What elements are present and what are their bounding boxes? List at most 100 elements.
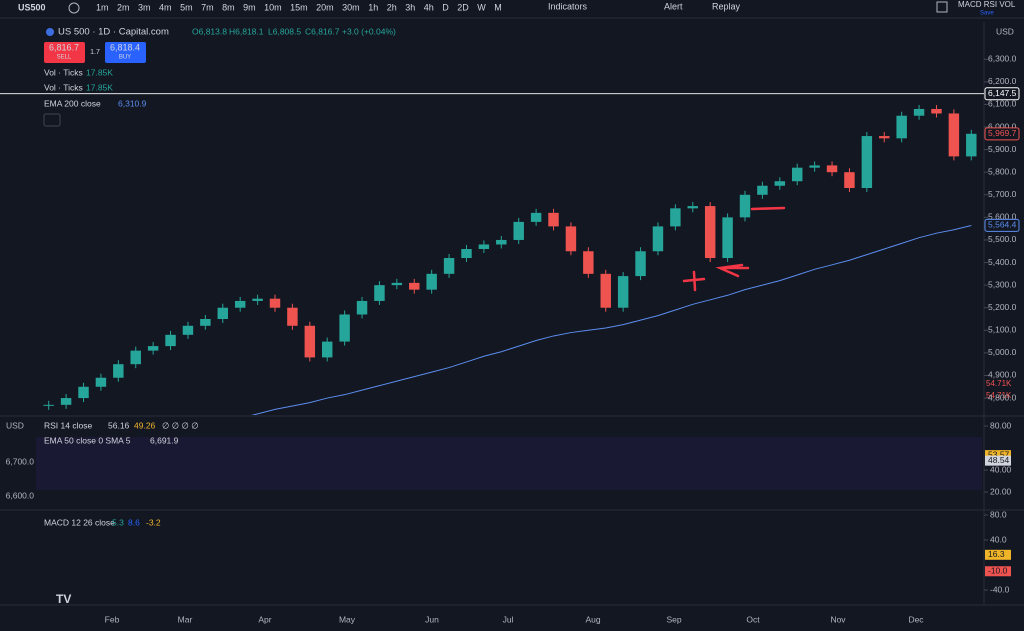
price-tag — [984, 218, 1020, 232]
y-tick-label: 80.0 — [990, 509, 1007, 519]
toolbar — [0, 0, 1024, 18]
flag-icon — [46, 28, 54, 36]
y-tick-label: 5,900.0 — [988, 144, 1017, 154]
interval[interactable]: 10m — [264, 2, 282, 12]
candle — [322, 341, 333, 358]
macd-value: 5.3 — [112, 517, 124, 527]
price-tag-label: 5,969.7 — [988, 128, 1017, 138]
interval[interactable]: 1m — [96, 2, 109, 12]
candle — [809, 165, 820, 168]
interval[interactable]: 3h — [405, 2, 415, 12]
y-tick-label: 5,700.0 — [988, 189, 1017, 199]
y-tick-label: 6,100.0 — [988, 99, 1017, 109]
candle — [600, 273, 611, 308]
candle — [78, 386, 89, 399]
interval[interactable]: 4h — [424, 2, 434, 12]
y-tick-label: 5,800.0 — [988, 166, 1017, 176]
y-tick-label: 40.00 — [990, 464, 1012, 474]
candle — [704, 206, 716, 259]
sell-price[interactable]: 6,816.7 — [49, 42, 79, 52]
sell-button[interactable] — [44, 42, 85, 63]
interval[interactable]: 5m — [180, 2, 193, 12]
candle — [652, 226, 664, 252]
price-tag — [984, 87, 1020, 101]
macd-value: 8.6 — [128, 517, 140, 527]
interval[interactable]: 8m — [222, 2, 235, 12]
y-tick-label: 80.00 — [990, 420, 1012, 430]
rsi-value: 49.26 — [134, 420, 156, 430]
candle — [565, 226, 577, 252]
candle — [165, 334, 176, 347]
month-label: May — [339, 614, 356, 624]
y-tick-label: 5,500.0 — [988, 234, 1017, 244]
add-symbol[interactable] — [68, 2, 80, 14]
candle — [130, 350, 141, 365]
interval[interactable]: 3m — [138, 2, 151, 12]
candle — [948, 113, 960, 157]
rsi-flags: ∅ ∅ ∅ ∅ — [162, 420, 199, 430]
candle — [826, 165, 838, 173]
candle — [774, 181, 786, 186]
candle — [95, 377, 107, 387]
price-tag — [984, 127, 1020, 141]
interval[interactable]: 30m — [342, 2, 360, 12]
indicators-button[interactable]: Indicators — [548, 1, 588, 11]
y-tick-label: 6,200.0 — [988, 76, 1017, 86]
y-tick-label: 6,300.0 — [988, 54, 1017, 64]
candle — [879, 136, 890, 139]
alert-button[interactable]: Alert — [664, 1, 683, 11]
candle — [200, 319, 211, 326]
ema50-value: 6,691.9 — [150, 435, 179, 445]
month-label: Jun — [425, 614, 439, 624]
currency[interactable]: USD — [996, 26, 1014, 36]
candle — [113, 364, 124, 378]
candle — [234, 300, 246, 308]
candle — [426, 273, 437, 290]
symbol[interactable]: US500 — [18, 2, 46, 12]
replay-button[interactable]: Replay — [712, 1, 741, 11]
interval[interactable]: 15m — [290, 2, 308, 12]
interval[interactable]: 2D — [457, 2, 469, 12]
value-tag — [985, 566, 1011, 577]
month-label: Apr — [258, 614, 271, 624]
legend-open: O6,813.8 — [192, 26, 227, 36]
candle — [757, 185, 768, 195]
layout-name[interactable]: MACD RSI VOL — [958, 0, 1016, 9]
vol-value: 17.85K — [86, 82, 113, 92]
collapse-button[interactable] — [43, 113, 61, 127]
candle — [792, 167, 803, 182]
y-tick-label: 4,800.0 — [988, 392, 1017, 402]
legend-close: C6,816.7 — [305, 26, 340, 36]
save[interactable]: Save — [980, 11, 994, 17]
checkbox[interactable] — [936, 1, 948, 13]
candle — [722, 217, 733, 259]
candle — [966, 133, 977, 157]
candle — [217, 307, 228, 320]
y-tick-label: 5,100.0 — [988, 325, 1017, 335]
interval[interactable]: D — [442, 2, 449, 12]
candle — [287, 307, 298, 326]
currency[interactable]: USD — [6, 420, 24, 430]
interval[interactable]: 7m — [201, 2, 214, 12]
interval[interactable]: M — [494, 2, 502, 12]
interval[interactable]: 20m — [316, 2, 334, 12]
volume-label: 54.71K — [986, 379, 1012, 388]
buy-price[interactable]: 6,818.4 — [110, 42, 140, 52]
value-tag — [985, 450, 1011, 461]
candle — [896, 115, 907, 139]
buy-label[interactable]: BUY — [119, 55, 131, 61]
interval[interactable]: 2h — [387, 2, 397, 12]
candle — [635, 251, 646, 277]
y-tick-label: 5,600.0 — [988, 212, 1017, 222]
sell-label[interactable]: SELL — [57, 55, 72, 61]
legend-low: L6,808.5 — [268, 26, 301, 36]
interval[interactable]: W — [477, 2, 486, 12]
volume-label: 54.71K — [986, 391, 1012, 400]
interval[interactable]: 2m — [117, 2, 130, 12]
buy-button[interactable] — [105, 42, 146, 63]
interval[interactable]: 9m — [243, 2, 256, 12]
interval[interactable]: 4m — [159, 2, 172, 12]
interval[interactable]: 1h — [368, 2, 378, 12]
y-tick-label: -40.0 — [990, 584, 1010, 594]
